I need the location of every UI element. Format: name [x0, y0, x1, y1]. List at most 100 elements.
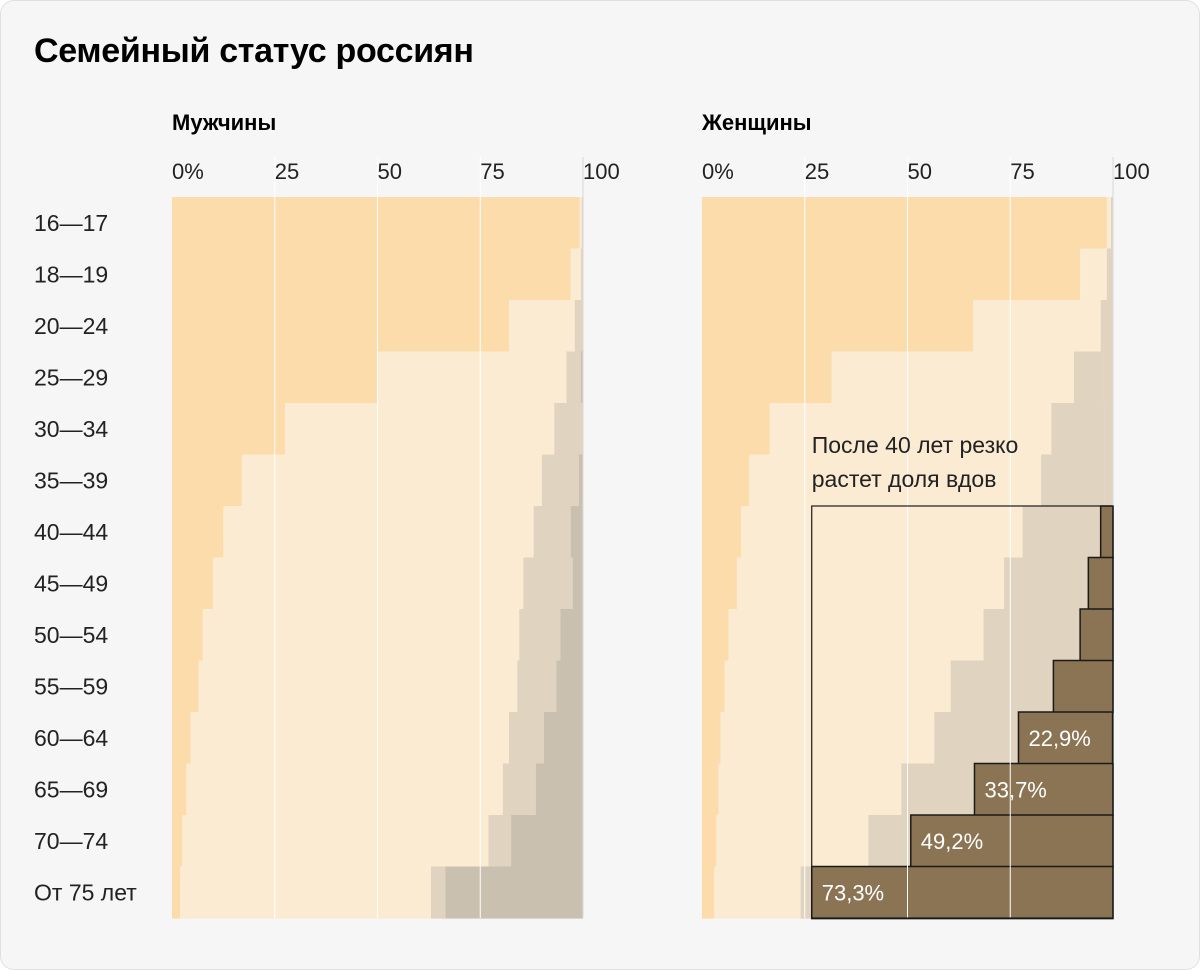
- row-label: 18—19: [34, 262, 108, 288]
- bar-never-married: [702, 866, 715, 919]
- bar-married: [741, 506, 1023, 559]
- bar-married: [202, 609, 520, 662]
- bar-divorced: [1004, 557, 1089, 610]
- bar-married: [223, 506, 534, 559]
- bar-married: [718, 763, 902, 816]
- bar-married: [720, 712, 935, 765]
- bar-widowed: [543, 712, 584, 765]
- bar-divorced: [868, 815, 911, 868]
- bar-widowed: [560, 609, 583, 662]
- bar-married: [570, 248, 581, 301]
- bar-widowed: [1017, 711, 1114, 765]
- row-label: 35—39: [34, 468, 108, 494]
- bar-married: [213, 557, 524, 610]
- row-label: 25—29: [34, 365, 108, 391]
- bar-never-married: [172, 763, 187, 816]
- bar-divorced: [950, 660, 1054, 713]
- bar-married: [241, 454, 542, 507]
- bar-married: [186, 763, 503, 816]
- bar-never-married: [172, 866, 181, 919]
- x-tick-label: 75: [480, 159, 504, 184]
- bar-divorced: [1073, 351, 1103, 404]
- bar-divorced: [1022, 506, 1101, 559]
- bar-divorced: [541, 454, 579, 507]
- bar-never-married: [172, 506, 224, 559]
- data-label: 33,7%: [984, 778, 1046, 803]
- bar-never-married: [702, 815, 717, 868]
- row-label: 50—54: [34, 622, 108, 648]
- bar-never-married: [172, 712, 191, 765]
- bar-widowed: [1087, 556, 1114, 611]
- bar-never-married: [702, 712, 721, 765]
- bar-never-married: [702, 300, 974, 353]
- bar-married: [728, 609, 984, 662]
- bar-married: [579, 197, 582, 250]
- bar-divorced: [523, 557, 573, 610]
- bar-divorced: [430, 866, 446, 919]
- panel-title: Женщины: [701, 110, 812, 135]
- bar-never-married: [172, 403, 286, 456]
- bar-divorced: [901, 763, 975, 816]
- bar-divorced: [554, 403, 583, 456]
- x-tick-label: 75: [1010, 159, 1034, 184]
- bar-divorced: [580, 248, 584, 301]
- bar-never-married: [702, 454, 750, 507]
- x-tick-label: 0%: [702, 159, 734, 184]
- bar-divorced: [1051, 403, 1105, 456]
- bar-widowed: [572, 557, 584, 610]
- x-tick-label: 100: [1113, 159, 1150, 184]
- annotation-line: растет доля вдов: [812, 466, 997, 492]
- bar-divorced: [488, 815, 512, 868]
- bar-divorced: [502, 763, 536, 816]
- bar-married: [724, 660, 951, 713]
- row-label: 20—24: [34, 313, 108, 339]
- bar-divorced: [566, 351, 581, 404]
- bar-divorced: [934, 712, 1019, 765]
- x-tick-label: 0%: [172, 159, 204, 184]
- bar-divorced: [1110, 197, 1114, 250]
- bar-married: [714, 866, 801, 919]
- bar-widowed: [511, 815, 584, 868]
- bar-divorced: [581, 197, 583, 250]
- bar-never-married: [172, 609, 203, 662]
- bar-widowed: [445, 866, 583, 919]
- bar-never-married: [702, 351, 832, 404]
- row-label: 30—34: [34, 416, 108, 442]
- bar-married: [1106, 197, 1111, 250]
- bar-never-married: [702, 248, 1081, 301]
- bar-married: [716, 815, 869, 868]
- bar-divorced: [1041, 454, 1105, 507]
- bar-never-married: [172, 197, 580, 250]
- annotation-line: После 40 лет резко: [812, 432, 1019, 458]
- data-label: 73,3%: [822, 881, 884, 906]
- bar-widowed: [1079, 608, 1114, 662]
- bar-never-married: [172, 557, 214, 610]
- bar-divorced: [533, 506, 571, 559]
- bar-married: [190, 712, 510, 765]
- bar-never-married: [702, 197, 1107, 250]
- bar-never-married: [702, 506, 742, 559]
- bar-never-married: [702, 763, 719, 816]
- row-label: 55—59: [34, 674, 108, 700]
- bar-widowed: [556, 660, 584, 713]
- bar-widowed: [578, 454, 583, 507]
- bar-married: [180, 866, 431, 919]
- x-tick-label: 100: [583, 159, 620, 184]
- bar-married: [377, 351, 567, 404]
- panel-title: Мужчины: [172, 110, 276, 135]
- x-tick-label: 50: [378, 159, 402, 184]
- chart-title: Семейный статус россиян: [34, 32, 474, 70]
- x-tick-label: 25: [805, 159, 829, 184]
- x-tick-label: 50: [908, 159, 932, 184]
- bar-married: [749, 454, 1042, 507]
- bar-widowed: [1104, 454, 1113, 507]
- bar-never-married: [702, 609, 729, 662]
- bar-divorced: [800, 866, 812, 919]
- bar-never-married: [702, 557, 737, 610]
- bar-widowed: [535, 763, 584, 816]
- bar-widowed: [1052, 659, 1114, 714]
- bar-widowed: [1099, 505, 1114, 559]
- bar-married: [831, 351, 1074, 404]
- bar-married: [736, 557, 1005, 610]
